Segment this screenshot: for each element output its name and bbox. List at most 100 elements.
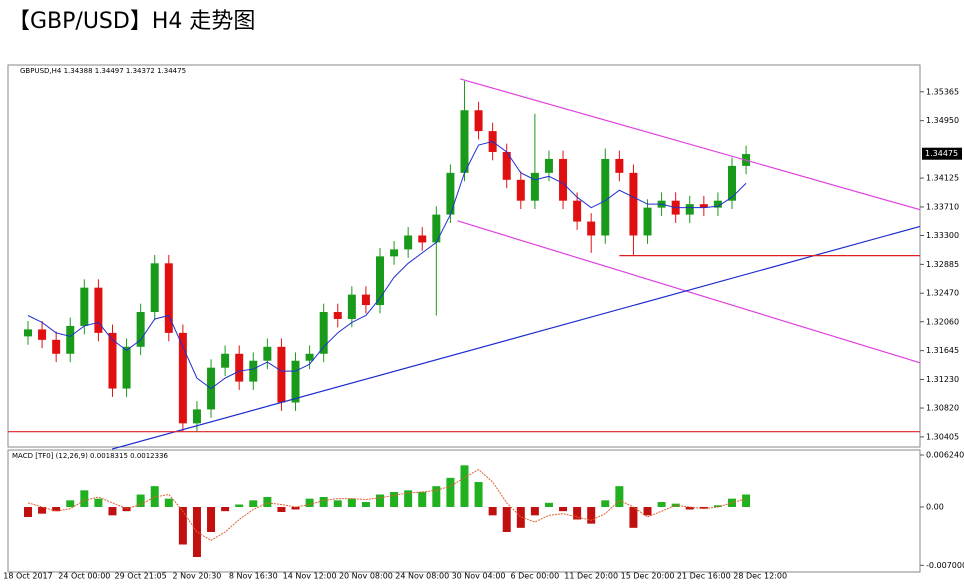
macd-bar bbox=[319, 497, 328, 507]
macd-bar bbox=[94, 498, 103, 507]
y-tick-label: 0.00 bbox=[926, 503, 944, 512]
candle-body bbox=[432, 214, 441, 243]
macd-bar bbox=[164, 498, 173, 507]
candle-body bbox=[713, 200, 722, 208]
macd-bar bbox=[713, 505, 722, 507]
macd-bar bbox=[347, 498, 356, 507]
y-tick-label: 1.33300 bbox=[926, 231, 959, 240]
macd-bar bbox=[474, 482, 483, 507]
macd-bar bbox=[432, 486, 441, 507]
macd-bar bbox=[178, 507, 187, 545]
macd-bar bbox=[136, 494, 145, 507]
candle-body bbox=[52, 339, 61, 354]
y-tick-label: 1.33710 bbox=[926, 202, 959, 211]
x-tick-label: 6 Dec 00:00 bbox=[511, 572, 560, 581]
macd-bar bbox=[516, 507, 525, 528]
macd-bar bbox=[742, 494, 751, 507]
candle-body bbox=[122, 346, 131, 389]
candle-body bbox=[263, 346, 272, 361]
x-tick-label: 30 Nov 04:00 bbox=[452, 572, 506, 581]
macd-bar bbox=[333, 500, 342, 507]
macd-header: MACD [TF0] (12,26,9) 0.0018315 0.0012336 bbox=[12, 452, 169, 460]
candle-body bbox=[544, 158, 553, 173]
x-tick-label: 2 Nov 20:30 bbox=[173, 572, 222, 581]
x-tick-label: 18 Oct 2017 bbox=[3, 572, 52, 581]
macd-bar bbox=[685, 507, 694, 510]
price-header: GBPUSD,H4 1.34388 1.34497 1.34372 1.3447… bbox=[20, 67, 186, 75]
candle-body bbox=[333, 312, 342, 319]
macd-bar bbox=[643, 507, 652, 516]
candle-body bbox=[404, 235, 413, 250]
moving-average bbox=[27, 140, 747, 390]
y-tick-label: 1.30820 bbox=[926, 404, 959, 413]
candle-body bbox=[699, 204, 708, 208]
macd-bar bbox=[615, 486, 624, 507]
macd-bar bbox=[460, 465, 469, 507]
y-tick-label: 0.006240 bbox=[926, 451, 964, 460]
x-tick-label: 14 Nov 12:00 bbox=[283, 572, 337, 581]
macd-bar bbox=[601, 500, 610, 507]
macd-bar bbox=[80, 490, 89, 507]
candle-body bbox=[221, 353, 230, 368]
candle-body bbox=[474, 110, 483, 132]
macd-bar bbox=[52, 507, 61, 512]
candle-body bbox=[80, 287, 89, 326]
macd-bar bbox=[376, 494, 384, 507]
x-tick-label: 28 Dec 12:00 bbox=[733, 572, 787, 581]
macd-bar bbox=[530, 507, 539, 516]
candle-body bbox=[108, 332, 117, 389]
y-tick-label: 1.32060 bbox=[926, 317, 959, 326]
candle-body bbox=[587, 221, 596, 236]
candle-body bbox=[136, 312, 145, 347]
y-tick-label: 1.34125 bbox=[926, 174, 959, 183]
x-tick-label: 15 Dec 20:00 bbox=[621, 572, 675, 581]
macd-bar bbox=[122, 507, 131, 512]
macd-bar bbox=[488, 507, 497, 516]
x-tick-label: 11 Dec 20:00 bbox=[564, 572, 618, 581]
candle-body bbox=[150, 263, 159, 313]
macd-bar bbox=[699, 507, 708, 509]
macd-bar bbox=[361, 502, 370, 507]
y-tick-label: 1.32470 bbox=[926, 289, 959, 298]
candle-body bbox=[615, 158, 624, 173]
y-tick-label: -0.007000 bbox=[926, 561, 964, 570]
macd-bar bbox=[657, 502, 666, 507]
last-price-label: 1.34475 bbox=[925, 149, 958, 158]
macd-bar bbox=[38, 507, 47, 514]
macd-bar bbox=[418, 492, 427, 507]
macd-bar bbox=[207, 507, 216, 532]
y-tick-label: 1.31230 bbox=[926, 375, 959, 384]
candle-body bbox=[601, 158, 610, 236]
y-tick-label: 1.34950 bbox=[926, 116, 959, 125]
macd-bar bbox=[249, 500, 258, 507]
last-price-box bbox=[922, 147, 962, 160]
candle-body bbox=[530, 172, 539, 201]
candle-body bbox=[164, 263, 173, 333]
page-title: 【GBP/USD】H4 走势图 bbox=[8, 9, 255, 34]
candle-body bbox=[418, 235, 427, 243]
macd-bar bbox=[24, 507, 32, 517]
candle-body bbox=[235, 353, 244, 382]
x-tick-label: 8 Nov 16:30 bbox=[229, 572, 278, 581]
candle-body bbox=[277, 346, 286, 403]
macd-bar bbox=[587, 507, 596, 524]
candle-body bbox=[446, 172, 455, 215]
macd-bar bbox=[544, 502, 553, 507]
candle-body bbox=[94, 287, 103, 333]
candle-body bbox=[728, 165, 736, 201]
candle-body bbox=[573, 200, 582, 222]
candle-body bbox=[685, 204, 694, 215]
x-tick-label: 21 Dec 16:00 bbox=[677, 572, 731, 581]
candle-body bbox=[249, 360, 258, 382]
candle-body bbox=[192, 409, 201, 424]
macd-bar bbox=[573, 507, 582, 520]
macd-bar bbox=[629, 507, 638, 528]
candle-body bbox=[305, 353, 314, 361]
candle-body bbox=[502, 151, 511, 180]
candle-body bbox=[629, 172, 638, 236]
macd-bar bbox=[446, 477, 455, 507]
macd-bar bbox=[502, 507, 511, 532]
candle-body bbox=[376, 256, 384, 306]
trend-line bbox=[111, 225, 921, 450]
